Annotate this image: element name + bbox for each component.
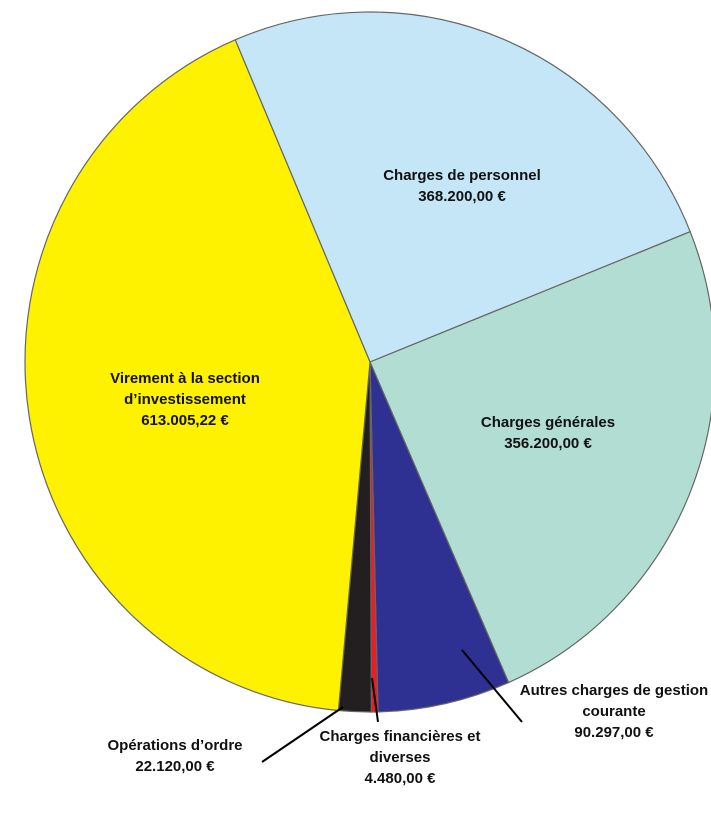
leader-line xyxy=(261,706,344,763)
value-label: 356.200,00 € xyxy=(504,435,592,452)
value-label: 22.120,00 € xyxy=(135,758,215,775)
category-name: Virement à la section d’investissement xyxy=(110,370,260,408)
slice-label: Charges générales 356.200,00 € xyxy=(438,412,658,454)
pie-slice xyxy=(369,230,711,684)
pie-slice xyxy=(234,11,691,363)
value-label: 90.297,00 € xyxy=(574,724,654,741)
slice-label: Autres charges de gestion courante 90.297… xyxy=(514,680,711,743)
slice-label: Opérations d’ordre 22.120,00 € xyxy=(80,735,270,777)
value-label: 4.480,00 € xyxy=(364,770,436,787)
category-name: Charges financières et diverses xyxy=(319,728,481,766)
value-label: 613.005,22 € xyxy=(141,412,229,429)
leader-line xyxy=(461,649,523,723)
category-name: Opérations d’ordre xyxy=(107,737,243,754)
slice-label: Charges financières et diverses 4.480,00 … xyxy=(310,726,490,789)
slice-label: Charges de personnel 368.200,00 € xyxy=(342,165,582,207)
pie-slice xyxy=(369,361,510,713)
category-name: Charges générales xyxy=(480,414,616,431)
category-name: Charges de personnel xyxy=(383,167,541,184)
value-label: 368.200,00 € xyxy=(418,188,506,205)
pie-slice xyxy=(24,39,371,712)
category-name: Autres charges de gestion courante xyxy=(519,682,709,720)
slice-label: Virement à la section d’investissement 61… xyxy=(65,368,305,431)
leader-line xyxy=(371,677,379,723)
